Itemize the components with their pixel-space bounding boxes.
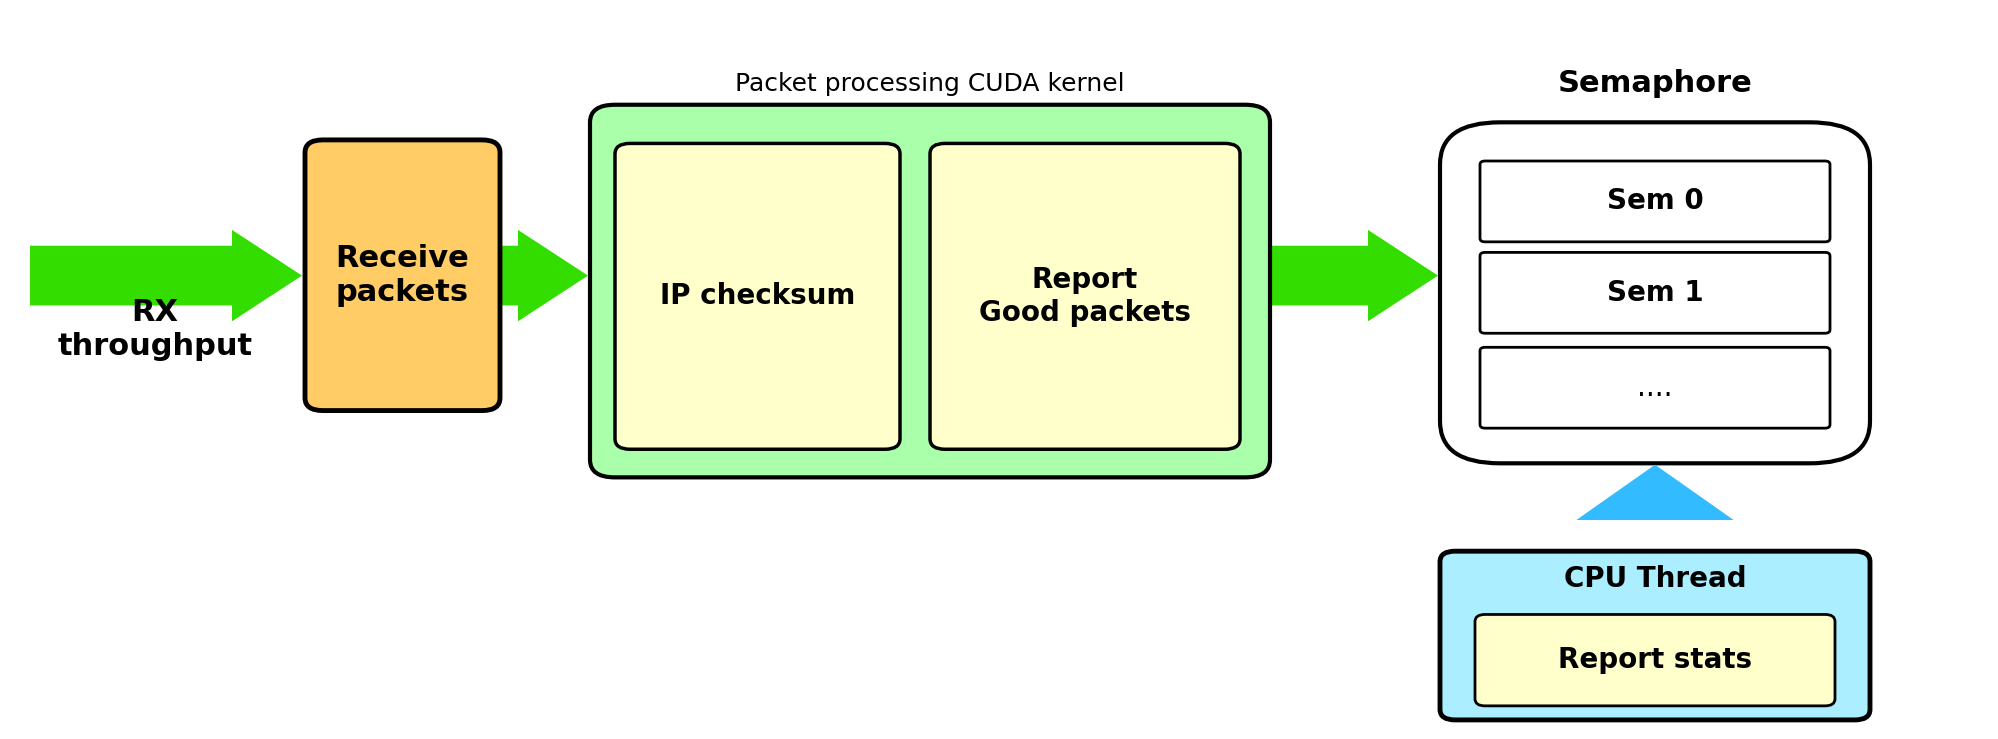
Text: Sem 1: Sem 1 [1606, 279, 1702, 307]
FancyBboxPatch shape [589, 105, 1269, 477]
FancyBboxPatch shape [306, 140, 500, 411]
Text: ....: .... [1636, 374, 1672, 402]
Text: Receive
packets: Receive packets [336, 244, 470, 307]
Text: IP checksum: IP checksum [659, 282, 855, 310]
FancyBboxPatch shape [1439, 123, 1868, 463]
FancyBboxPatch shape [615, 143, 899, 449]
Polygon shape [1271, 230, 1437, 321]
Text: CPU Thread: CPU Thread [1562, 565, 1746, 593]
FancyBboxPatch shape [1479, 347, 1828, 428]
Polygon shape [501, 230, 587, 321]
FancyBboxPatch shape [1479, 253, 1828, 333]
FancyBboxPatch shape [929, 143, 1239, 449]
FancyBboxPatch shape [1479, 161, 1828, 242]
Text: Report stats: Report stats [1556, 646, 1750, 674]
Text: Sem 0: Sem 0 [1606, 188, 1702, 216]
Text: RX
throughput: RX throughput [58, 299, 252, 361]
Polygon shape [1574, 465, 1734, 555]
Text: Semaphore: Semaphore [1556, 69, 1752, 98]
Text: Packet processing CUDA kernel: Packet processing CUDA kernel [735, 72, 1125, 96]
FancyBboxPatch shape [1475, 614, 1834, 706]
FancyBboxPatch shape [1439, 551, 1868, 720]
Text: Report
Good packets: Report Good packets [979, 266, 1191, 327]
Polygon shape [30, 230, 302, 321]
